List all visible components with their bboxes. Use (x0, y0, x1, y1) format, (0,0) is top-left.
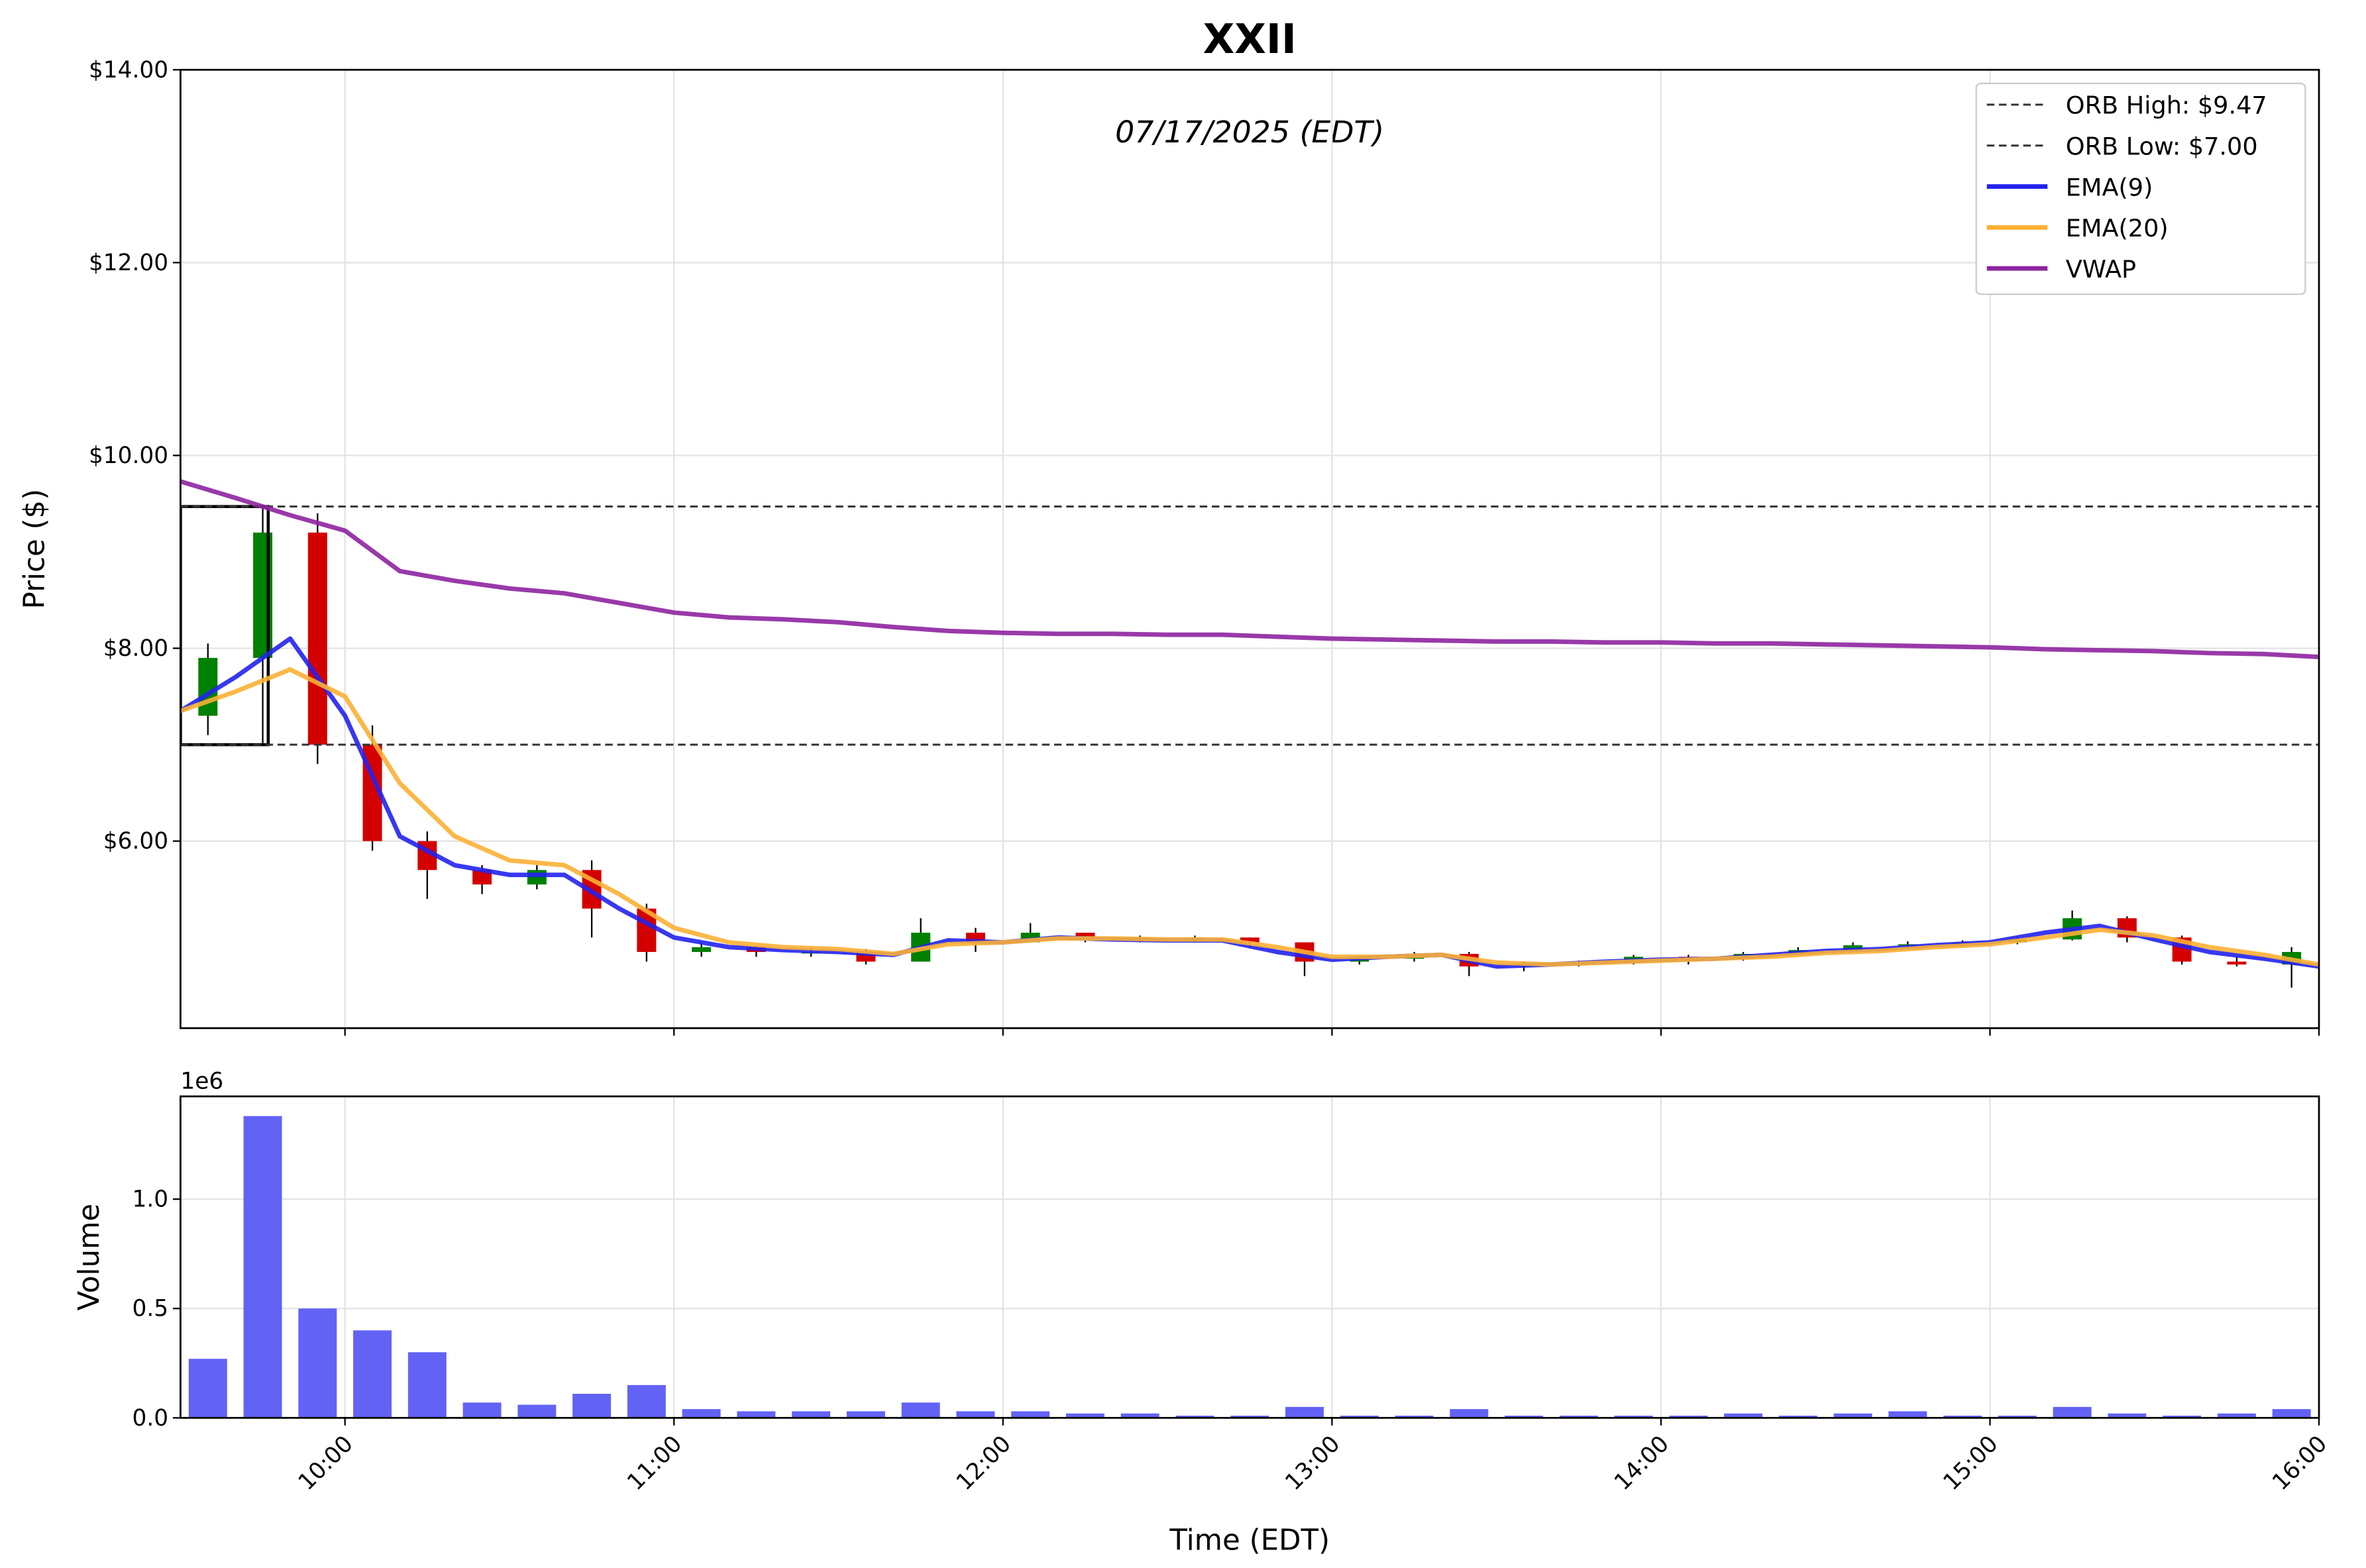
y-axis-label: Price ($) (18, 489, 51, 609)
legend-label: VWAP (2066, 255, 2136, 284)
volume-bar (682, 1409, 721, 1418)
legend-label: EMA(20) (2066, 214, 2169, 242)
candle-body (198, 658, 218, 716)
volume-bar (1065, 1413, 1104, 1418)
y-tick-label: 0.5 (132, 1296, 168, 1322)
volume-bar (243, 1116, 282, 1418)
volume-bar (2163, 1416, 2202, 1418)
volume-bar (2053, 1406, 2092, 1418)
volume-bar (298, 1308, 337, 1418)
volume-bar (1614, 1416, 1653, 1418)
offset-label: 1e6 (180, 1069, 223, 1095)
y-tick-label: 0.0 (132, 1405, 168, 1432)
volume-bar (1724, 1413, 1763, 1418)
volume-bar (188, 1359, 227, 1418)
volume-bar (792, 1411, 831, 1418)
volume-bar (1669, 1416, 1708, 1418)
legend-label: ORB Low: $7.00 (2066, 132, 2258, 161)
volume-bar (956, 1411, 995, 1418)
volume-bar (1559, 1416, 1598, 1418)
volume-bar (517, 1404, 557, 1418)
candle-body (307, 532, 327, 745)
legend-label: ORB High: $9.47 (2066, 91, 2267, 120)
y-tick-label: $6.00 (103, 828, 168, 855)
candle-body (692, 947, 712, 953)
volume-bar (1505, 1416, 1543, 1418)
plot-area (180, 70, 2320, 1029)
volume-bar (1943, 1416, 1982, 1418)
volume-bar (1833, 1413, 1872, 1418)
volume-bar (1450, 1409, 1489, 1418)
volume-bar (1340, 1416, 1379, 1418)
y-tick-label: $14.00 (89, 57, 168, 83)
volume-bar (572, 1394, 612, 1418)
volume-bar (1285, 1406, 1324, 1418)
volume-bar (1175, 1416, 1214, 1418)
volume-bar (2272, 1409, 2311, 1418)
volume-bar (2217, 1413, 2256, 1418)
y-axis-label: Volume (73, 1204, 106, 1311)
volume-bar (846, 1411, 885, 1418)
volume-bar (1120, 1413, 1159, 1418)
volume-bar (627, 1385, 666, 1418)
candle-body (2227, 961, 2247, 965)
volume-bar (901, 1402, 940, 1418)
line-series (180, 667, 2320, 967)
volume-bar (1011, 1411, 1050, 1418)
volume-bar (1778, 1416, 1817, 1418)
candle-body (1843, 945, 1863, 951)
candle-body (472, 870, 492, 885)
axes-frame (180, 1095, 2320, 1419)
y-tick-label: $12.00 (89, 250, 168, 276)
line-series (180, 479, 2320, 660)
volume-bar (737, 1411, 776, 1418)
y-tick-label: $8.00 (103, 635, 168, 662)
volume-bar (2108, 1413, 2147, 1418)
axes-frame (180, 68, 2320, 1029)
y-tick-label: $10.00 (89, 443, 168, 469)
candle-body (1075, 932, 1095, 938)
x-axis-label: Time (EDT) (1169, 1524, 1330, 1557)
legend-frame (1975, 82, 2306, 295)
volume-bar (462, 1402, 502, 1418)
volume-bar (1230, 1416, 1269, 1418)
volume-bar (407, 1352, 447, 1418)
volume-bar (1888, 1411, 1927, 1418)
legend-label: EMA(9) (2066, 173, 2153, 201)
candle-body (527, 870, 547, 885)
plot-area (180, 1096, 2320, 1418)
candle-body (1240, 937, 1260, 943)
legend: ORB High: $9.47 ORB Low: $7.00 EMA(9) EMA(2… (1975, 82, 2306, 295)
volume-bar (353, 1330, 392, 1418)
subtitle: 07/17/2025 (EDT) (1115, 115, 1384, 150)
chart-title: XXII (1203, 15, 1297, 63)
y-tick-label: 1.0 (132, 1186, 168, 1213)
volume-bar (1998, 1416, 2037, 1418)
volume-bar (1395, 1416, 1434, 1418)
